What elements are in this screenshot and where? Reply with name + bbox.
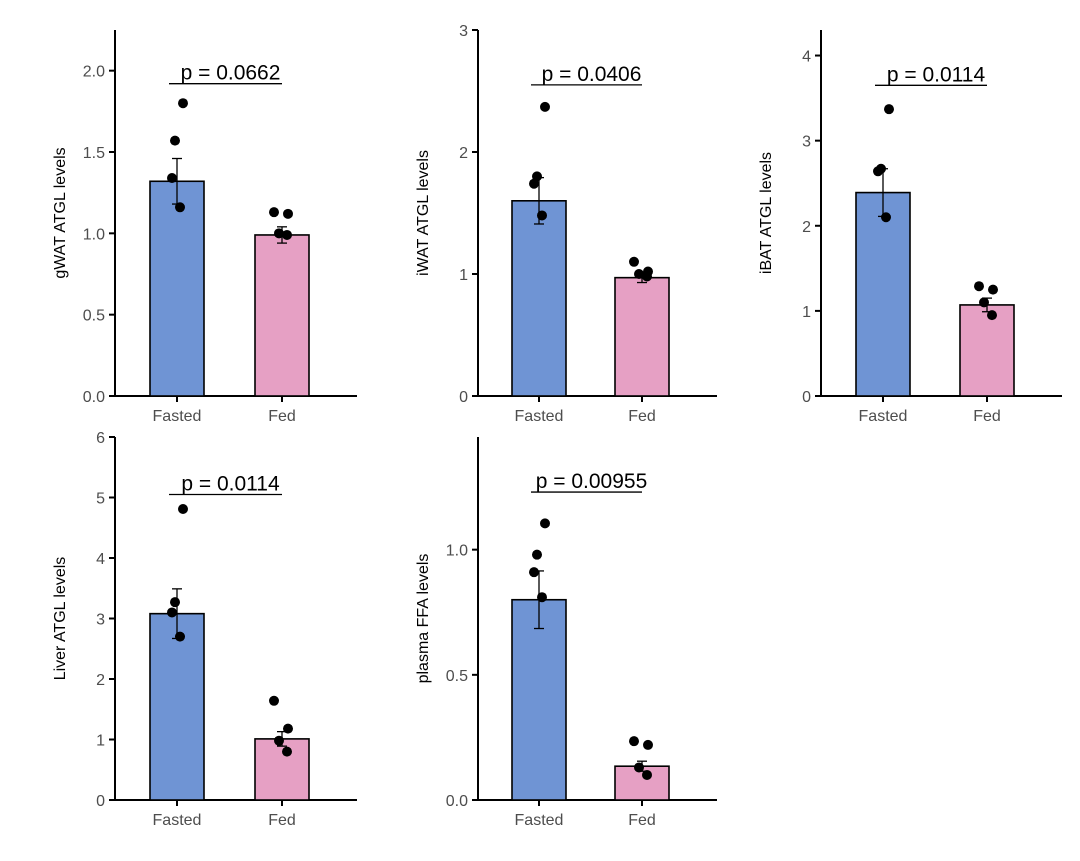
data-point [274,735,284,746]
p-value-label: p = 0.0662 [181,62,281,85]
x-tick-label: Fasted [515,812,564,829]
y-axis-title: Liver ATGL levels [52,557,69,681]
data-point [979,297,989,308]
x-tick-label: Fed [628,812,656,829]
data-point [629,736,639,747]
y-tick-label: 1.0 [446,543,468,560]
data-point [540,101,550,112]
data-point [178,503,188,514]
y-tick-label: 0.5 [446,668,468,685]
y-axis-title: iBAT ATGL levels [758,152,775,274]
x-tick-label: Fasted [859,408,908,425]
data-point [537,592,547,603]
p-value-label: p = 0.0114 [181,472,280,495]
y-tick-label: 3 [459,23,468,40]
x-tick-label: Fasted [153,408,202,425]
y-tick-label: 0.5 [83,308,105,325]
x-tick-label: Fasted [153,812,202,829]
data-point [283,208,293,219]
y-tick-label: 1.5 [83,145,105,162]
y-axis-title: plasma FFA levels [415,554,432,684]
y-tick-label: 2 [802,219,811,236]
data-point [988,284,998,295]
y-tick-label: 3 [96,612,105,629]
data-point [974,281,984,292]
data-point [629,256,639,267]
bar-fasted [855,191,911,397]
y-tick-label: 0 [459,389,468,406]
data-point [170,135,180,146]
y-tick-label: 3 [802,134,811,151]
p-value-label: p = 0.00955 [536,470,648,493]
data-point [987,310,997,321]
data-point [175,631,185,642]
data-point [643,739,653,750]
data-point [167,173,177,184]
data-point [269,695,279,706]
bar-fasted [149,612,205,801]
y-axis-title: gWAT ATGL levels [52,147,69,278]
data-point [167,607,177,618]
data-point [537,210,547,221]
data-point [532,549,542,560]
data-point [634,762,644,773]
p-value-label: p = 0.0114 [887,63,986,86]
data-point [642,769,652,780]
x-tick-label: Fed [268,812,296,829]
data-point [634,269,644,279]
data-point [884,104,894,115]
panel-iwat: 0 1 2 3 iWAT ATGL levels Fasted Fed p = 0.0406 [415,23,717,425]
y-axis-title: iWAT ATGL levels [415,150,432,276]
bar-fed [254,234,310,397]
panel-ibat: 0 1 2 3 4 iBAT ATGL levels Fasted Fed p = 0.0114 [758,30,1062,425]
data-point [269,207,279,218]
data-point [274,228,284,239]
data-point [282,229,292,240]
y-tick-label: 2 [459,145,468,162]
y-tick-label: 1 [459,267,468,284]
p-value-label: p = 0.0406 [542,63,642,86]
bar-fasted [149,180,205,397]
x-tick-label: Fed [268,408,296,425]
data-point [540,518,550,529]
y-tick-label: 5 [96,491,105,508]
data-point [529,567,539,578]
data-point [178,98,188,109]
data-point [282,746,292,757]
y-tick-label: 0.0 [446,793,468,810]
bar-fasted [511,200,567,397]
y-tick-label: 2.0 [83,64,105,81]
data-point [175,202,185,213]
data-point [529,178,539,189]
y-tick-label: 1 [96,733,105,750]
y-tick-label: 1 [802,304,811,321]
y-tick-label: 1.0 [83,226,105,243]
x-tick-label: Fasted [515,408,564,425]
panel-liver: 0 1 2 3 4 5 6 Liver ATGL levels Fasted Fed p = 0.0… [52,430,357,829]
panel-gwat: 0.0 0.5 1.0 1.5 2.0 gWAT ATGL levels Fasted Fed… [52,30,357,425]
y-tick-label: 0 [802,389,811,406]
y-tick-label: 0 [96,793,105,810]
panel-plasma: 0.0 0.5 1.0 plasma FFA levels Fasted Fed p = 0… [415,437,717,829]
data-point [170,597,180,608]
data-point [283,723,293,734]
x-tick-label: Fed [628,408,656,425]
data-point [873,166,883,177]
y-tick-label: 4 [96,551,105,568]
y-tick-label: 0.0 [83,389,105,406]
data-point [642,271,652,282]
bar-fed [959,304,1015,397]
x-tick-label: Fed [973,408,1001,425]
bar-fed [614,276,670,397]
bar-fed [254,738,310,801]
bar-fasted [511,598,567,801]
y-tick-label: 6 [96,430,105,447]
data-point [881,212,891,223]
y-tick-label: 4 [802,49,811,66]
y-tick-label: 2 [96,672,105,689]
